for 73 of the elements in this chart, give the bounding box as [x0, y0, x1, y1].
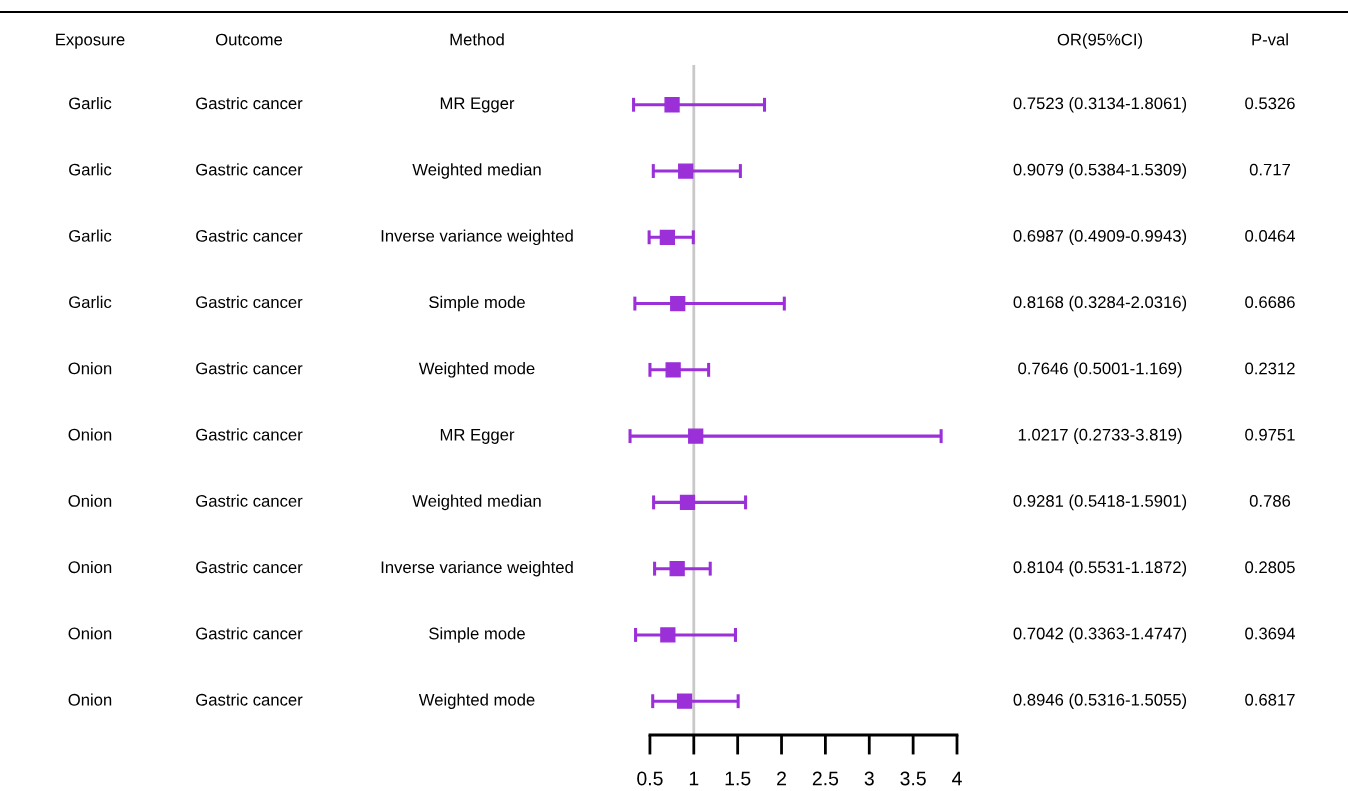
- text: Onion: [68, 428, 112, 441]
- text: 0.717: [1249, 163, 1291, 176]
- x-tick-label: 0.5: [637, 771, 663, 786]
- text: Onion: [68, 560, 112, 574]
- data-label: 0.8946 (0.5316-1.5055): [1013, 693, 1187, 709]
- data-label: 0.7523 (0.3134-1.8061): [1013, 96, 1187, 113]
- text: Onion: [68, 362, 112, 375]
- y-tick-label: Simple mode: [429, 295, 525, 312]
- text: Gastric cancer: [196, 627, 303, 640]
- data-label: 0.9281 (0.5418-1.5901): [1013, 494, 1187, 511]
- data-label: 0.7646 (0.5001-1.169): [1018, 362, 1182, 378]
- text: 0.6817: [1245, 693, 1295, 706]
- x-tick-label: 4: [952, 771, 962, 786]
- y-tick-label: Inverse variance weighted: [381, 560, 573, 577]
- text: Garlic: [69, 163, 112, 176]
- text: 0.5326: [1245, 97, 1295, 110]
- data-label: 0.6987 (0.4909-0.9943): [1013, 229, 1187, 246]
- text: OR(95%CI): [1057, 33, 1143, 49]
- text: Gastric cancer: [196, 295, 303, 309]
- text: 0.786: [1249, 495, 1291, 507]
- text: 0.6686: [1245, 296, 1295, 309]
- text: Gastric cancer: [196, 428, 303, 441]
- text: 0.0464: [1245, 229, 1295, 242]
- x-tick-label: 1.5: [725, 771, 751, 786]
- text: Garlic: [69, 295, 112, 309]
- point: [678, 163, 694, 179]
- text: Onion: [68, 494, 112, 507]
- y-tick-label: MR Egger: [440, 428, 515, 444]
- point: [669, 561, 685, 577]
- text: Method: [450, 33, 504, 46]
- x-tick-label: 2: [777, 771, 786, 786]
- text: Exposure: [56, 33, 125, 49]
- y-tick-label: Inverse variance weighted: [381, 229, 573, 246]
- text: 0.2312: [1245, 362, 1295, 375]
- point: [688, 428, 704, 444]
- text: 0.2805: [1245, 561, 1295, 574]
- y-tick-label: MR Egger: [440, 97, 515, 113]
- text: Garlic: [69, 229, 112, 242]
- text: Gastric cancer: [196, 229, 303, 242]
- text: Outcome: [215, 33, 283, 46]
- text: Onion: [68, 693, 112, 706]
- point: [664, 97, 680, 113]
- point: [679, 494, 696, 511]
- point: [665, 362, 681, 378]
- data-label: 0.8104 (0.5531-1.1872): [1013, 560, 1187, 577]
- text: Garlic: [69, 96, 112, 110]
- text: Gastric cancer: [196, 494, 303, 507]
- text: 0.9751: [1245, 428, 1295, 441]
- text: 0.3694: [1245, 627, 1295, 640]
- text: Gastric cancer: [196, 163, 303, 176]
- text: Gastric cancer: [196, 560, 303, 574]
- x-tick-label: 2.5: [812, 771, 839, 786]
- y-tick-label: Weighted median: [412, 163, 541, 179]
- point: [660, 627, 676, 643]
- x-tick-label: 3.5: [900, 771, 926, 786]
- x-tick-label: 3: [864, 771, 874, 786]
- data-label: 0.8168 (0.3284-2.0316): [1013, 295, 1187, 312]
- y-tick-label: Weighted mode: [418, 362, 535, 378]
- y-tick-label: Weighted median: [412, 494, 541, 511]
- point: [676, 693, 693, 709]
- data-label: 1.0217 (0.2733-3.819): [1018, 428, 1182, 444]
- text: Gastric cancer: [196, 96, 303, 110]
- y-tick-label: Simple mode: [429, 627, 525, 643]
- text: Onion: [68, 627, 112, 640]
- data-label: 0.7042 (0.3363-1.4747): [1013, 627, 1187, 643]
- text: Gastric cancer: [196, 693, 303, 706]
- text: Gastric cancer: [196, 362, 303, 375]
- text: P-val: [1252, 33, 1288, 46]
- data-label: 0.9079 (0.5384-1.5309): [1013, 163, 1187, 179]
- point: [670, 295, 686, 312]
- y-tick-label: Weighted mode: [418, 693, 535, 709]
- point: [659, 229, 676, 245]
- x-tick-label: 1: [689, 771, 699, 786]
